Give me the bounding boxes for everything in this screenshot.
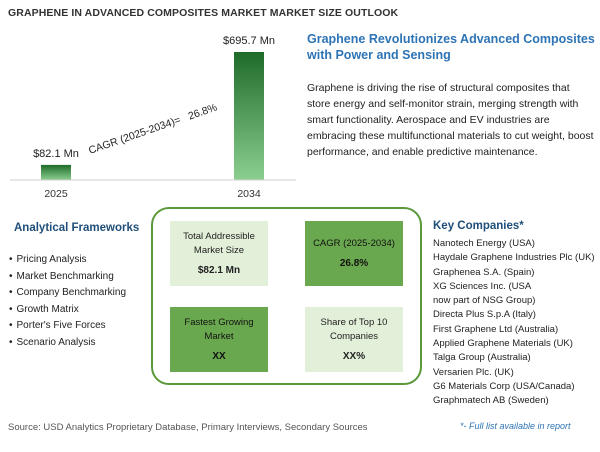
source-note: Source: USD Analytics Proprietary Databa… (8, 422, 368, 433)
market-size-chart: $82.1 Mn 2025 $695.7 Mn 2034 CAGR (2025-203… (10, 35, 296, 200)
frameworks-list: Pricing Analysis Market Benchmarking Com… (9, 252, 127, 352)
cagr-annotation: CAGR (2025-2034)= 26.8% (87, 101, 219, 156)
x-tick-2034: 2034 (237, 188, 261, 200)
company-item: First Graphene Ltd (Australia) (433, 323, 559, 335)
company-item: Nanotech Energy (USA) (433, 238, 535, 249)
company-item: now part of NSG Group) (433, 295, 536, 307)
top10-share-label: Share of Top 10 Companies (320, 316, 388, 342)
cagr-value: 26.8% (339, 257, 369, 269)
metrics-panel: Total Addressible Market Size $82.1 Mn C… (151, 207, 422, 385)
company-item: Directa Plus S.p.A (Italy) (433, 309, 536, 321)
companies-title: Key Companies* (433, 220, 524, 232)
framework-item: Company Benchmarking (9, 285, 127, 302)
cagr-tile: CAGR (2025-2034) 26.8% (305, 221, 403, 286)
fastest-market-tile: Fastest Growing Market XX (170, 307, 268, 372)
bar-2034 (234, 52, 264, 180)
company-item: G6 Materials Corp (USA/Canada) (433, 380, 575, 392)
x-tick-2025: 2025 (44, 188, 68, 200)
company-item: Talga Group (Australia) (433, 352, 531, 364)
framework-item: Porter's Five Forces (9, 318, 126, 335)
company-item: Graphmatech AB (Sweden) (433, 395, 549, 407)
framework-item: Pricing Analysis (9, 252, 126, 269)
top10-share-value: XX% (342, 350, 366, 362)
tam-value: $82.1 Mn (197, 264, 241, 276)
data-label-2034: $695.7 Mn (223, 35, 275, 47)
framework-item: Scenario Analysis (9, 335, 126, 352)
data-label-2025: $82.1 Mn (33, 148, 79, 160)
tam-label: Total Addressible Market Size (183, 230, 255, 256)
headline: Graphene Revolutionizes Advanced Composi… (307, 32, 595, 62)
cagr-label: CAGR (2025-2034) (313, 237, 395, 249)
framework-item: Growth Matrix (9, 302, 126, 319)
bar-2025 (41, 164, 71, 180)
company-item: Graphenea S.A. (Spain) (433, 266, 535, 278)
fastest-market-value: XX (212, 350, 226, 362)
full-list-note: *- Full list available in report (460, 421, 571, 431)
company-item: Versarien Plc. (UK) (433, 366, 514, 378)
framework-item: Market Benchmarking (9, 269, 126, 286)
company-item: Haydale Graphene Industries Plc (UK) (433, 252, 595, 264)
page-title: GRAPHENE IN ADVANCED COMPOSITES MARKET M… (8, 7, 399, 19)
tam-tile: Total Addressible Market Size $82.1 Mn (170, 221, 268, 286)
top10-share-tile: Share of Top 10 Companies XX% (305, 307, 403, 372)
company-item: XG Sciences Inc. (USA (433, 280, 532, 292)
company-item: Applied Graphene Materials (UK) (433, 338, 573, 350)
description: Graphene is driving the rise of structur… (307, 82, 594, 158)
fastest-market-label: Fastest Growing Market (184, 316, 254, 342)
frameworks-title: Analytical Frameworks (14, 222, 140, 234)
companies-list: Nanotech Energy (USA) Haydale Graphene I… (433, 237, 595, 409)
